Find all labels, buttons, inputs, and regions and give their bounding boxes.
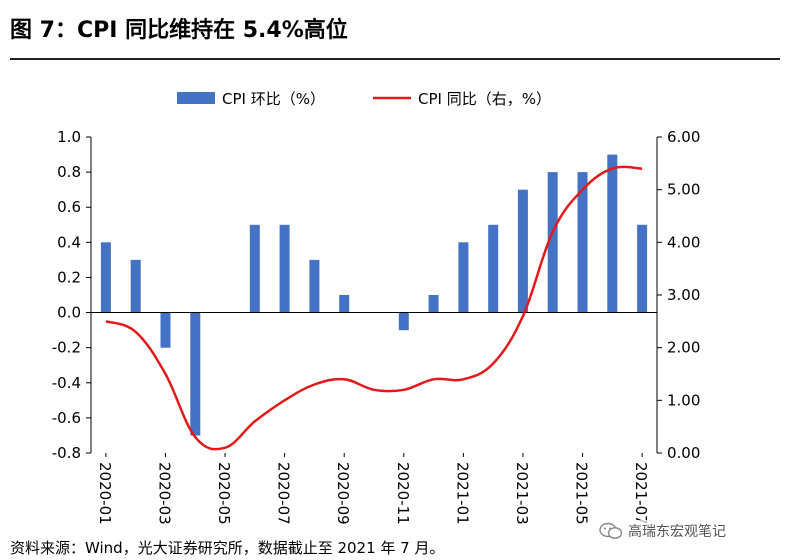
x-tick-label: 2020-05 xyxy=(215,462,233,525)
bar-2020-02 xyxy=(130,259,141,313)
left-tick-label: -0.4 xyxy=(52,374,81,392)
source-note: 资料来源：Wind，光大证券研究所，数据截止至 2021 年 7 月。 xyxy=(10,539,445,557)
bar-2020-07 xyxy=(279,224,290,313)
right-tick-label: 5.00 xyxy=(667,181,700,199)
bar-2020-12 xyxy=(428,295,439,313)
bar-2020-06 xyxy=(249,224,260,313)
bar-2020-09 xyxy=(339,295,350,313)
x-tick-label: 2021-03 xyxy=(513,462,531,525)
left-tick-label: 0.4 xyxy=(57,233,81,251)
x-tick-label: 2020-09 xyxy=(334,462,352,525)
bar-2020-04 xyxy=(190,312,201,436)
x-tick-label: 2021-05 xyxy=(573,462,591,525)
cpi-yoy-line xyxy=(105,165,643,451)
left-tick-label: -0.8 xyxy=(52,444,81,462)
chart-title: 图 7：CPI 同比维持在 5.4%高位 xyxy=(10,18,348,43)
x-tick-label: 2021-01 xyxy=(453,462,471,525)
left-tick-label: -0.2 xyxy=(52,339,81,357)
watermark: 高瑞东宏观笔记 xyxy=(596,520,729,542)
right-tick-label: 4.00 xyxy=(667,233,700,251)
right-tick-label: 0.00 xyxy=(667,444,700,462)
left-tick-label: -0.6 xyxy=(52,409,81,427)
x-tick-label: 2020-01 xyxy=(96,462,114,525)
right-tick-label: 6.00 xyxy=(667,128,700,146)
bar-2021-06 xyxy=(607,154,618,313)
bar-2020-11 xyxy=(398,312,409,331)
wechat-icon xyxy=(599,522,623,539)
bar-2021-03 xyxy=(517,189,528,313)
left-tick-label: 0.6 xyxy=(57,198,81,216)
right-tick-label: 1.00 xyxy=(667,391,700,409)
right-tick-label: 3.00 xyxy=(667,286,700,304)
left-tick-label: 0.2 xyxy=(57,268,81,286)
left-tick-label: 0.0 xyxy=(57,304,81,322)
bar-2020-08 xyxy=(309,259,320,313)
watermark-text: 高瑞东宏观笔记 xyxy=(628,524,726,540)
bar-2021-04 xyxy=(547,172,558,313)
left-tick-label: 1.0 xyxy=(57,128,81,146)
bar-2021-07 xyxy=(637,224,648,313)
legend: CPI 环比（%） CPI 同比（右，%） xyxy=(177,90,551,108)
left-tick-label: 0.8 xyxy=(57,163,81,181)
bar-2020-03 xyxy=(160,312,171,348)
x-tick-label: 2020-03 xyxy=(156,462,174,525)
x-tick-label: 2021-07 xyxy=(632,462,650,525)
x-tick-label: 2020-11 xyxy=(394,462,412,525)
title-divider xyxy=(10,58,780,60)
bar-2020-01 xyxy=(100,242,111,313)
bar-2021-02 xyxy=(488,224,499,313)
right-tick-label: 2.00 xyxy=(667,339,700,357)
bar-2021-01 xyxy=(458,242,469,313)
x-tick-label: 2020-07 xyxy=(275,462,293,525)
legend-label-bar: CPI 环比（%） xyxy=(222,90,325,108)
legend-swatch-bar xyxy=(177,92,215,104)
bar-2021-05 xyxy=(577,172,588,313)
legend-label-line: CPI 同比（右，%） xyxy=(418,90,551,108)
